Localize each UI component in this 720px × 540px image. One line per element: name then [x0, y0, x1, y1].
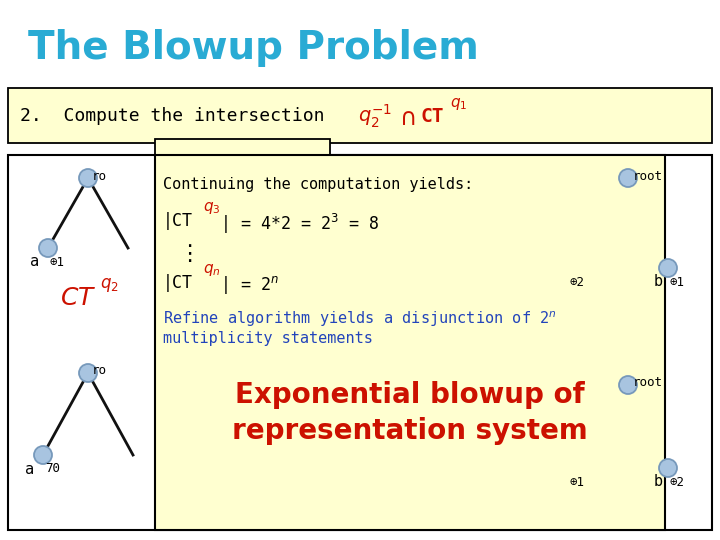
Text: Refine algorithm yields a disjunction of 2$^n$: Refine algorithm yields a disjunction of… — [163, 309, 557, 329]
Text: a: a — [25, 462, 34, 476]
Text: b: b — [654, 475, 663, 489]
Text: b: b — [654, 274, 663, 289]
Text: Exponential blowup of
representation system: Exponential blowup of representation sys… — [232, 381, 588, 445]
Text: 70: 70 — [45, 462, 60, 476]
Text: a: a — [30, 254, 39, 269]
Text: multiplicity statements: multiplicity statements — [163, 331, 373, 346]
Text: $CT$: $CT$ — [60, 286, 96, 310]
Text: ⋮: ⋮ — [178, 244, 200, 264]
Text: ⊕2: ⊕2 — [670, 476, 685, 489]
Circle shape — [659, 259, 677, 277]
FancyBboxPatch shape — [155, 155, 665, 530]
Circle shape — [39, 239, 57, 257]
FancyBboxPatch shape — [8, 88, 712, 143]
Circle shape — [79, 169, 97, 187]
Text: The Blowup Problem: The Blowup Problem — [28, 29, 479, 67]
Text: |CT: |CT — [163, 212, 193, 230]
Text: | = 4*2 = 2$^3$ = 8: | = 4*2 = 2$^3$ = 8 — [220, 212, 379, 236]
Text: | = 2$^n$: | = 2$^n$ — [220, 274, 279, 296]
Text: root: root — [633, 170, 663, 183]
Text: ro: ro — [92, 364, 107, 377]
Text: ⊕2: ⊕2 — [570, 275, 585, 288]
Text: ⊕1: ⊕1 — [570, 476, 585, 489]
FancyBboxPatch shape — [8, 155, 712, 530]
Text: $q_3$: $q_3$ — [203, 200, 220, 216]
Text: $q_n$: $q_n$ — [203, 262, 221, 278]
Text: ⊕1: ⊕1 — [50, 255, 65, 268]
Circle shape — [34, 446, 52, 464]
Circle shape — [659, 459, 677, 477]
Text: Continuing the computation yields:: Continuing the computation yields: — [163, 177, 473, 192]
Circle shape — [619, 169, 637, 187]
Text: CT: CT — [420, 106, 444, 125]
Text: |CT: |CT — [163, 274, 193, 292]
Text: root: root — [633, 376, 663, 389]
Text: ro: ro — [92, 170, 107, 183]
Text: 2.  Compute the intersection: 2. Compute the intersection — [20, 107, 336, 125]
Text: $q_2^{-1}$: $q_2^{-1}$ — [358, 102, 392, 130]
Text: ∩: ∩ — [400, 106, 418, 130]
Text: $q_2$: $q_2$ — [100, 276, 119, 294]
Circle shape — [79, 364, 97, 382]
Text: ⊕1: ⊕1 — [670, 275, 685, 288]
Text: $q_1$: $q_1$ — [450, 96, 467, 112]
Circle shape — [619, 376, 637, 394]
FancyBboxPatch shape — [155, 139, 330, 156]
